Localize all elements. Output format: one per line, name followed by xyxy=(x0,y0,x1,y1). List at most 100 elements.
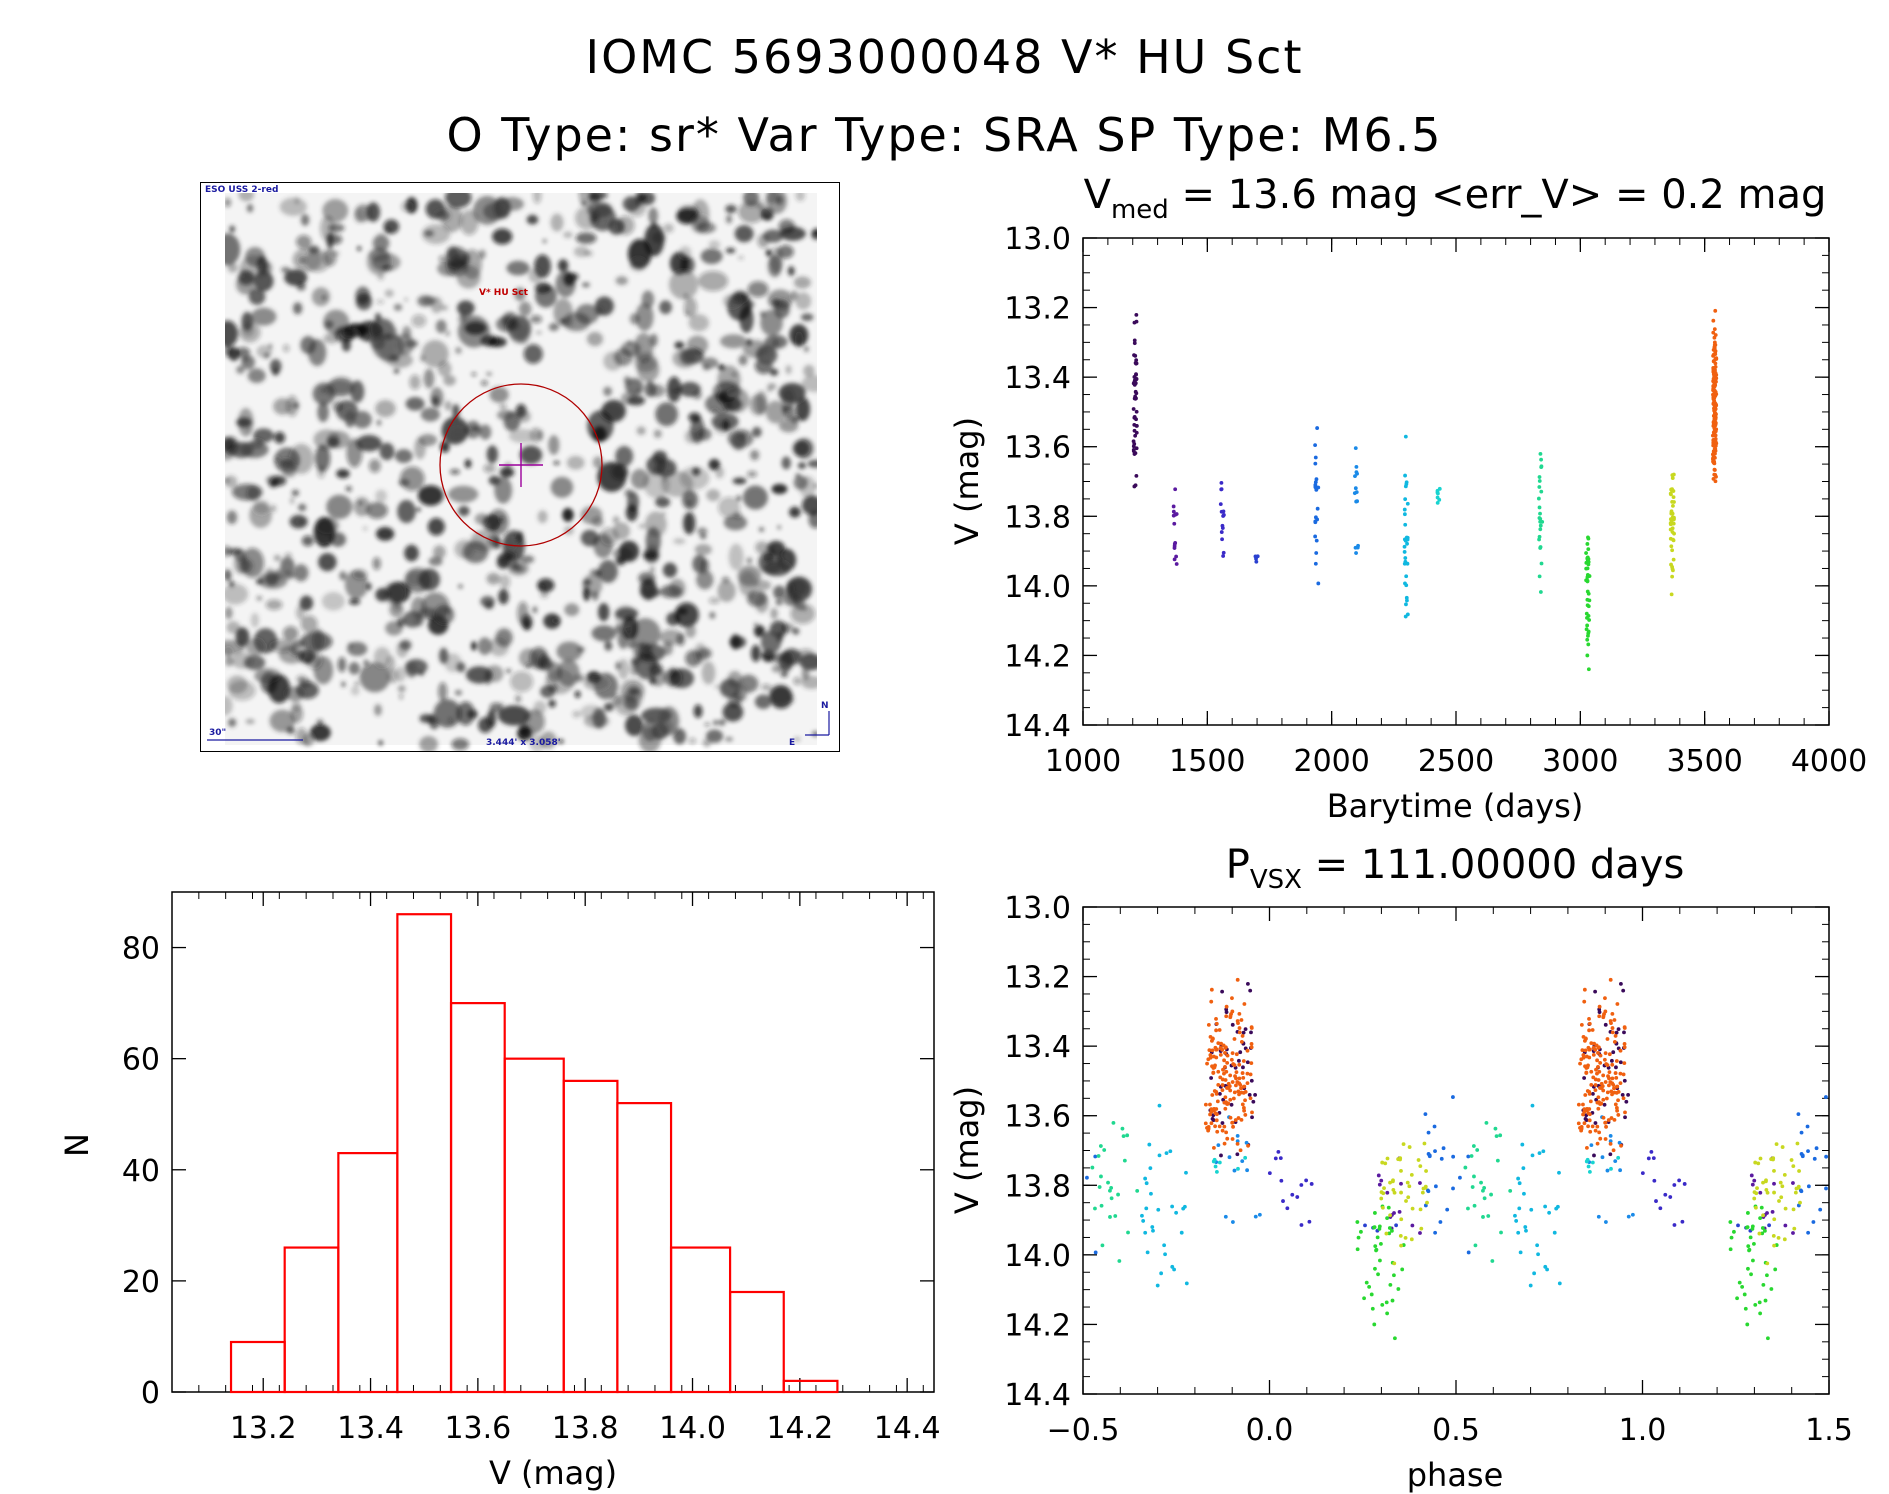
ph-point xyxy=(1388,1180,1392,1185)
ph-point xyxy=(1370,1306,1375,1311)
finder-star xyxy=(620,391,639,406)
finder-star xyxy=(552,618,560,624)
ph-point xyxy=(1243,1113,1248,1117)
finder-left-margin xyxy=(201,183,225,751)
finder-star xyxy=(300,615,318,633)
ph-point xyxy=(1757,1231,1762,1236)
finder-north-label: N xyxy=(821,701,829,711)
lc-point xyxy=(1134,391,1139,396)
lc-point xyxy=(1712,472,1717,477)
ph-point xyxy=(1658,1206,1663,1211)
finder-star xyxy=(499,467,515,478)
finder-star xyxy=(730,634,741,650)
ph-point xyxy=(1236,1116,1241,1120)
finder-star xyxy=(445,246,469,271)
ph-point xyxy=(1356,1235,1361,1240)
finder-star xyxy=(685,624,696,638)
ph-point xyxy=(1143,1176,1148,1181)
ph-point xyxy=(1385,1156,1390,1161)
ph-point xyxy=(1380,1302,1385,1307)
finder-star xyxy=(795,473,801,479)
lc-point xyxy=(1402,507,1407,512)
lc-point xyxy=(1404,583,1409,588)
finder-star xyxy=(282,344,290,353)
finder-chart: ESO USS 2-red V* HU Sct 30" 3.444' x 3.0… xyxy=(200,182,840,752)
ph-point xyxy=(1299,1183,1304,1187)
ph-point xyxy=(1495,1158,1500,1163)
ph-point xyxy=(1218,1091,1222,1096)
finder-star xyxy=(790,603,816,625)
finder-star xyxy=(224,475,238,488)
finder-star xyxy=(778,382,806,404)
ph-point xyxy=(1241,1075,1246,1080)
ph-point xyxy=(1758,1216,1763,1221)
lc-point xyxy=(1587,598,1592,603)
finder-star xyxy=(363,659,369,666)
lc-point xyxy=(1584,551,1588,555)
ph-point xyxy=(1214,1055,1219,1060)
ph-point xyxy=(1620,1092,1625,1097)
lc-point xyxy=(1436,491,1440,496)
ph-point xyxy=(1769,1157,1774,1162)
lc-point xyxy=(1585,579,1590,584)
lc-point xyxy=(1711,460,1716,465)
finder-star xyxy=(292,247,323,272)
ph-point xyxy=(1587,1112,1592,1117)
ph-point xyxy=(1615,1084,1620,1089)
ph-point xyxy=(1383,1161,1388,1166)
finder-star xyxy=(226,621,241,634)
ph-point xyxy=(1214,1028,1219,1033)
ph-point xyxy=(1206,1128,1211,1133)
ph-point xyxy=(1216,1082,1221,1087)
ph-point xyxy=(1795,1141,1800,1146)
ph-point xyxy=(1410,1223,1415,1228)
finder-star xyxy=(718,496,740,518)
lc-point xyxy=(1671,517,1676,522)
finder-star xyxy=(376,419,382,426)
star-type-subtitle: O Type: sr* Var Type: SRA SP Type: M6.5 xyxy=(446,108,1443,162)
ph-point xyxy=(1108,1215,1112,1219)
finder-star xyxy=(542,239,547,244)
ph-point xyxy=(1594,1097,1599,1102)
ph-point xyxy=(1518,1250,1523,1255)
ph-point xyxy=(1214,1021,1219,1026)
finder-star xyxy=(318,552,337,572)
finder-star xyxy=(725,247,736,254)
finder-star xyxy=(755,390,768,415)
finder-star xyxy=(795,397,811,422)
ph-xtick-label: 1.0 xyxy=(1619,1413,1667,1448)
finder-star xyxy=(799,475,816,499)
finder-star xyxy=(401,201,414,212)
ph-point xyxy=(1680,1219,1685,1224)
finder-star xyxy=(719,678,741,698)
finder-star xyxy=(471,426,480,431)
ph-point xyxy=(1578,1061,1582,1066)
ph-point xyxy=(1214,1118,1219,1123)
lc-title-prefix: V xyxy=(1084,172,1112,218)
hist-ytick-label: 40 xyxy=(122,1154,160,1189)
finder-star xyxy=(794,737,801,742)
finder-star xyxy=(644,382,657,398)
ph-point xyxy=(1407,1184,1412,1189)
lc-point xyxy=(1131,407,1136,411)
finder-star xyxy=(224,198,231,208)
ph-point xyxy=(1243,1155,1248,1160)
lc-point xyxy=(1670,476,1675,480)
ph-point xyxy=(1426,1152,1431,1156)
finder-star xyxy=(781,622,794,634)
finder-star xyxy=(803,346,809,353)
ph-point xyxy=(1608,977,1613,982)
ph-point xyxy=(1592,1153,1596,1158)
ph-point xyxy=(1387,1226,1392,1230)
ph-point xyxy=(1612,1018,1617,1022)
ph-point xyxy=(1604,1062,1609,1066)
lc-point xyxy=(1134,312,1139,317)
ph-point xyxy=(1236,1058,1241,1063)
hist-xtick-label: 14.2 xyxy=(766,1411,833,1446)
ph-point xyxy=(1220,1128,1225,1133)
ph-point xyxy=(1529,1207,1534,1212)
finder-star xyxy=(550,476,574,498)
finder-star xyxy=(394,449,413,463)
finder-star xyxy=(638,523,646,529)
ph-point xyxy=(1598,1053,1603,1058)
